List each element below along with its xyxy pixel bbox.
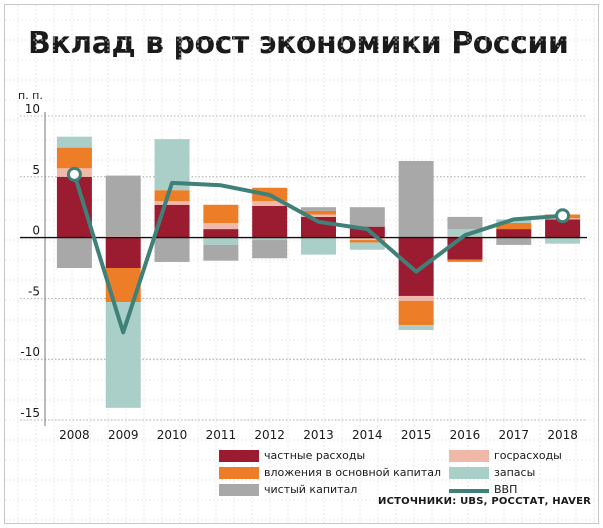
bar-segment	[252, 201, 288, 206]
bar-segment	[252, 205, 288, 238]
legend-swatch	[219, 484, 259, 496]
bar-segment	[252, 237, 288, 241]
x-tick-label: 2015	[401, 428, 432, 442]
bar-segment	[105, 302, 141, 408]
y-tick-label: -5	[28, 284, 40, 298]
legend-label: госрасходы	[494, 449, 562, 462]
bar-segment	[447, 237, 483, 260]
x-tick-label: 2017	[498, 428, 529, 442]
bar-segment	[301, 210, 336, 215]
bar-segment	[203, 223, 239, 230]
legend-swatch	[449, 450, 489, 462]
bar-segment	[105, 237, 141, 268]
bar-segment	[398, 237, 434, 296]
legend-swatch	[449, 489, 489, 493]
gdp-endpoint-marker	[555, 208, 571, 224]
legend-label: вложения в основной капитал	[264, 466, 442, 479]
bar-segment	[154, 190, 190, 202]
legend-label: ВВП	[494, 483, 518, 496]
x-tick-label: 2009	[108, 428, 139, 442]
bar-segment	[447, 216, 483, 230]
bar-segment	[398, 295, 434, 301]
legend-swatch	[219, 467, 259, 479]
y-tick-label: 5	[32, 163, 40, 177]
bar-segment	[545, 237, 581, 244]
page-border	[4, 4, 599, 524]
bar-segment	[154, 237, 190, 262]
bar-segment	[203, 237, 239, 245]
x-tick-label: 2018	[547, 428, 578, 442]
x-tick-label: 2016	[450, 428, 481, 442]
gdp-endpoint-marker	[66, 166, 82, 182]
source-note: ИСТОЧНИКИ: UBS, РОССТАТ, HAVER	[378, 496, 591, 507]
bar-segment	[301, 207, 336, 211]
bar-segment	[301, 237, 336, 255]
y-tick-label: -10	[20, 345, 40, 359]
bar-segment	[496, 237, 532, 245]
x-tick-label: 2014	[352, 428, 383, 442]
legend-label: частные расходы	[264, 449, 366, 462]
y-tick-label: 0	[32, 224, 40, 238]
bar-segment	[349, 207, 385, 227]
bar-segment	[349, 226, 385, 238]
bar-segment	[349, 242, 385, 250]
bar-segment	[447, 229, 483, 237]
bar-segment	[154, 201, 190, 205]
bar-segment	[496, 229, 532, 238]
bar-segment	[203, 204, 239, 224]
bar-segment	[447, 259, 483, 262]
legend-label: запасы	[494, 466, 536, 479]
x-tick-label: 2008	[59, 428, 90, 442]
legend-label: чистый капитал	[264, 483, 358, 496]
bar-segment	[56, 147, 92, 169]
bar-segment	[56, 237, 92, 268]
y-tick-label: -15	[20, 406, 40, 420]
gdp-line	[72, 172, 565, 335]
bar-segment	[203, 244, 239, 261]
bar-segment	[301, 214, 336, 217]
bar-segment	[56, 176, 92, 238]
x-tick-label: 2012	[254, 428, 285, 442]
bar-segment	[56, 136, 92, 148]
bar-segment	[398, 300, 434, 326]
bar-segment	[105, 175, 141, 237]
bar-segment	[545, 219, 581, 238]
y-unit-label: п. п.	[18, 89, 43, 102]
bar-segment	[398, 160, 434, 238]
x-tick-label: 2013	[303, 428, 334, 442]
bar-segment	[398, 325, 434, 331]
bar-segment	[349, 237, 385, 241]
chart-title: Вклад в рост экономики России	[28, 26, 569, 61]
x-tick-label: 2010	[157, 428, 188, 442]
bar-segment	[203, 229, 239, 238]
x-tick-label: 2011	[206, 428, 237, 442]
bar-segment	[252, 240, 288, 259]
legend-swatch	[219, 450, 259, 462]
legend-swatch	[449, 467, 489, 479]
bar-segment	[496, 223, 532, 230]
y-tick-label: 10	[25, 102, 40, 116]
bar-segment	[349, 240, 385, 243]
